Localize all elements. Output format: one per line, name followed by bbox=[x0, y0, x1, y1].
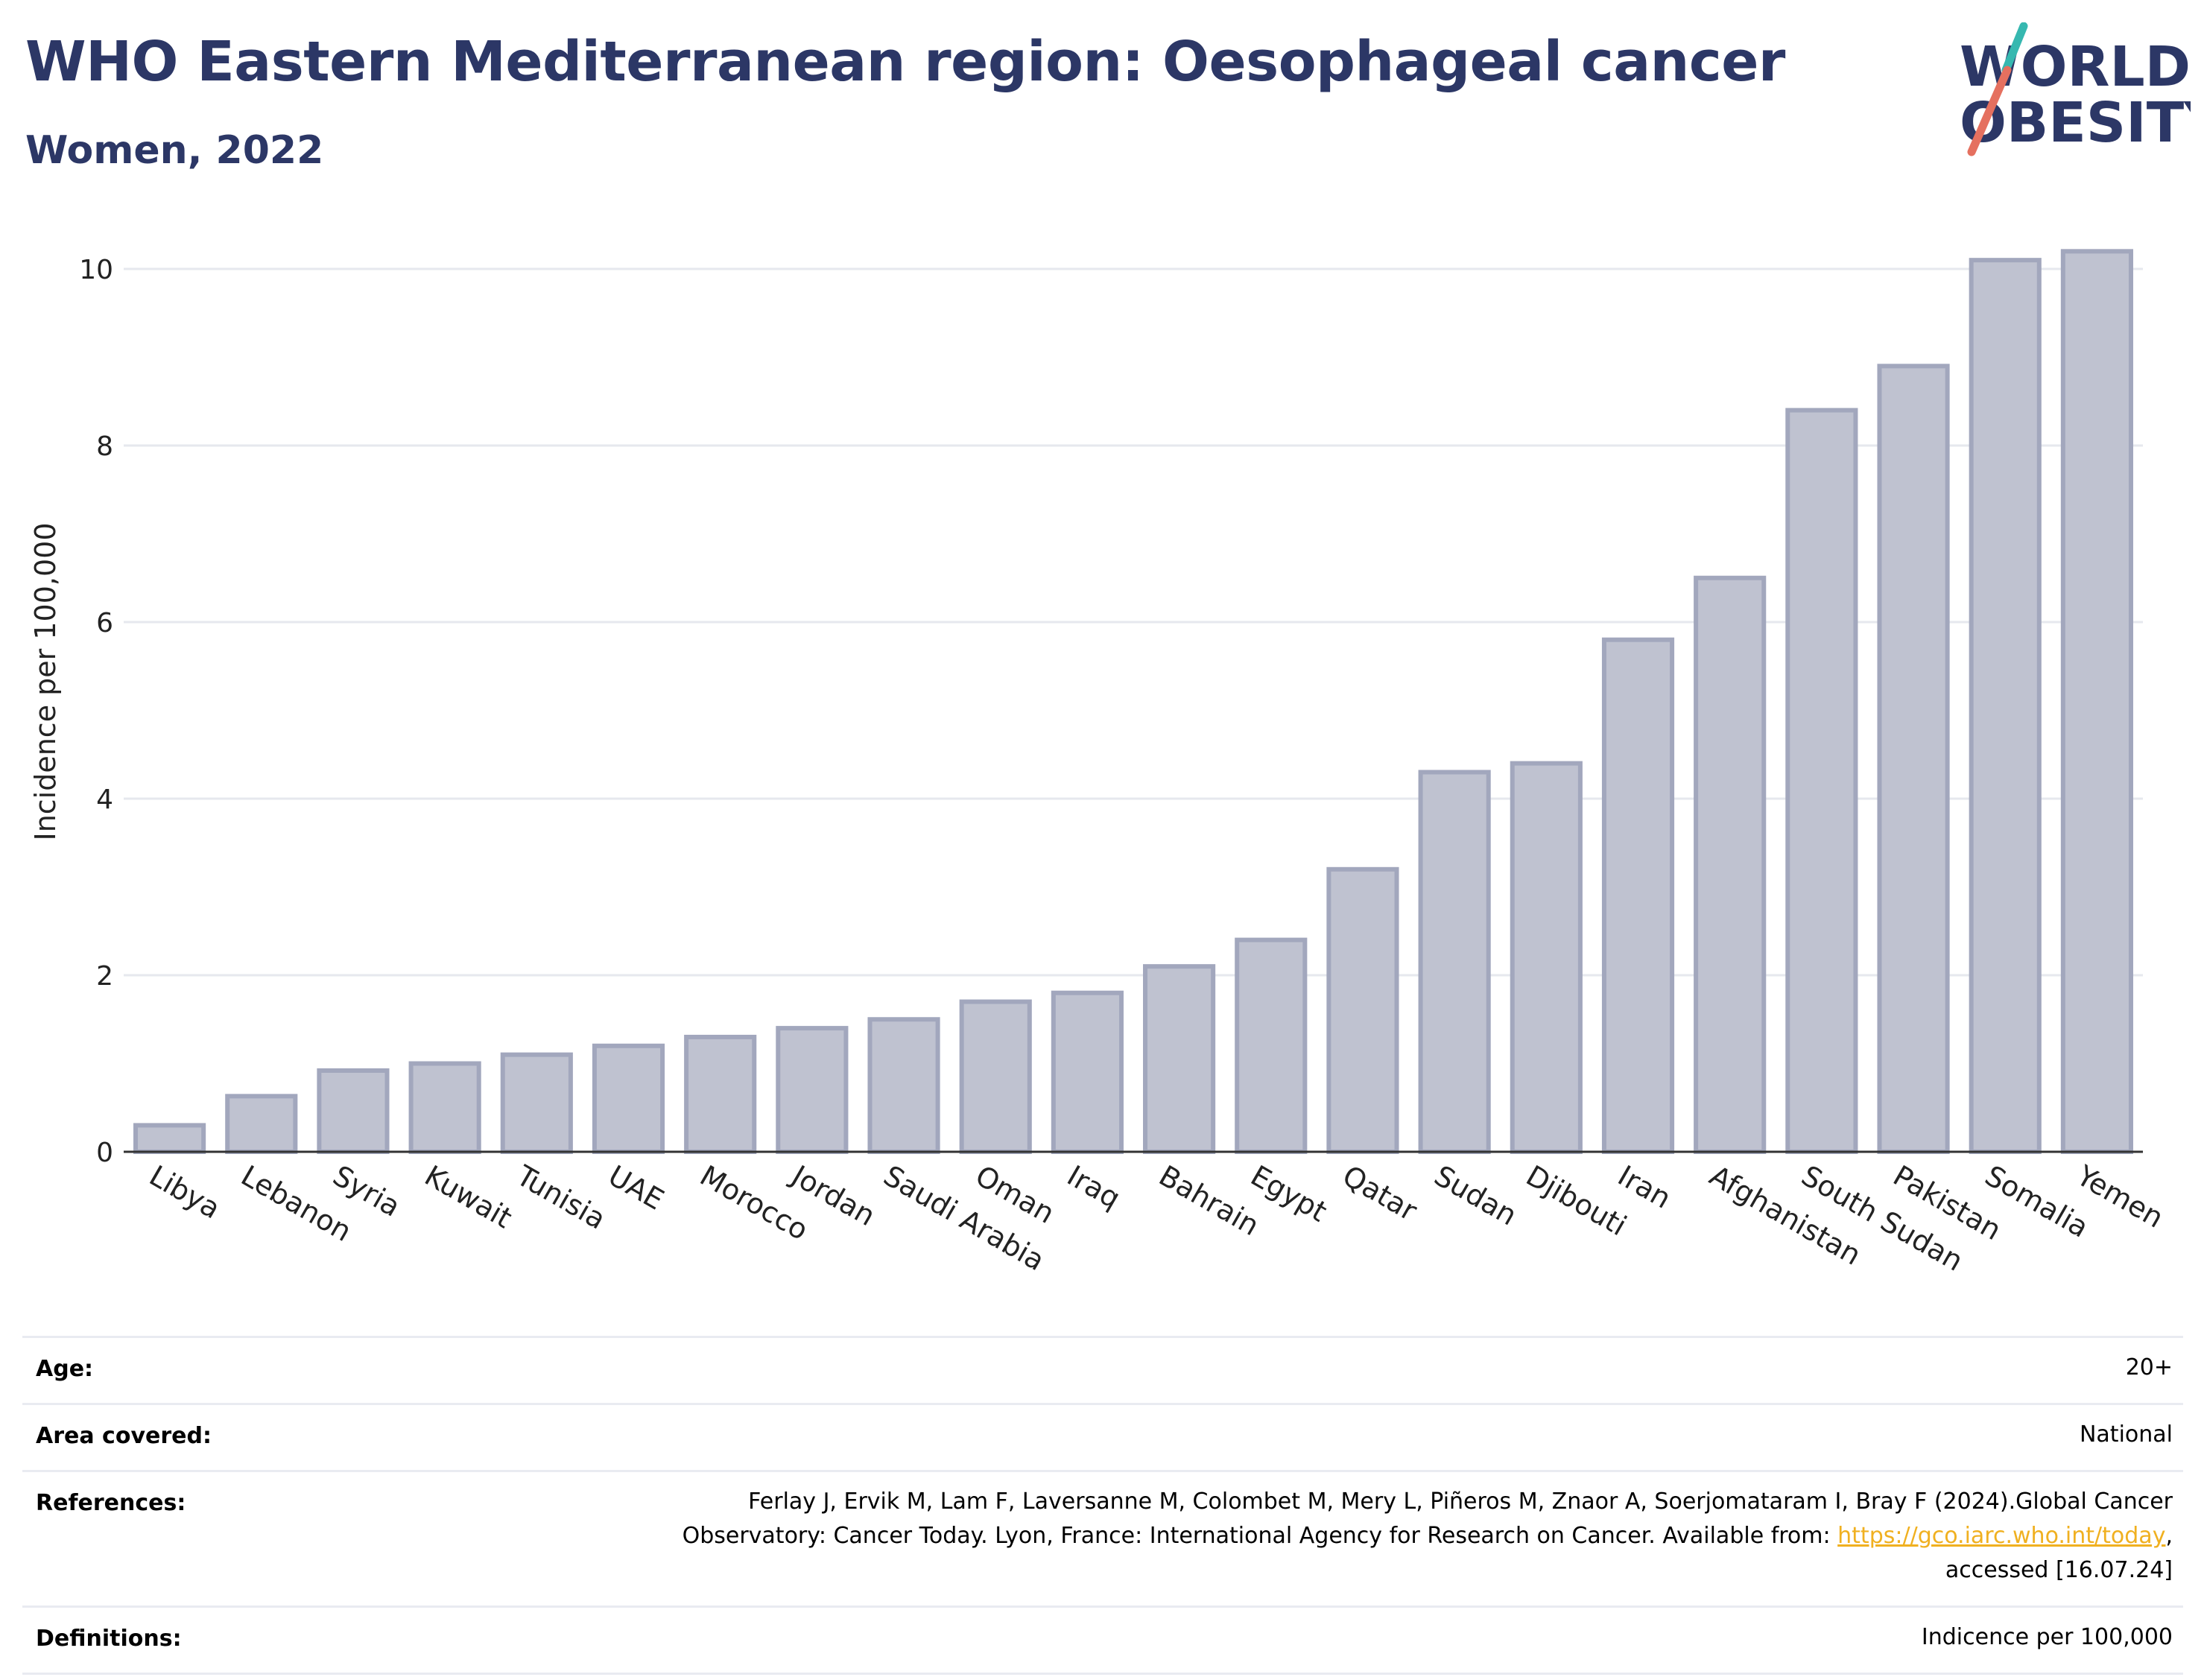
area-label: Area covered: bbox=[36, 1423, 212, 1449]
info-table: Age: 20+ Area covered: National Referenc… bbox=[22, 1336, 2183, 1675]
bar-yemen bbox=[2060, 249, 2133, 1154]
y-tick-label: 6 bbox=[96, 608, 113, 638]
y-axis-label: Incidence per 100,000 bbox=[29, 522, 62, 840]
bar-morocco bbox=[684, 1034, 757, 1154]
bar-lebanon bbox=[225, 1094, 298, 1154]
age-label: Age: bbox=[36, 1356, 94, 1382]
references-line-3: accessed [16.07.24] bbox=[1945, 1557, 2173, 1583]
bars bbox=[133, 249, 2133, 1155]
bar-saudi-arabia bbox=[867, 1017, 940, 1154]
y-tick-label: 8 bbox=[96, 431, 113, 462]
bar-kuwait bbox=[408, 1061, 481, 1154]
x-tick-label: UAE bbox=[603, 1159, 669, 1217]
references-line-2: Observatory: Cancer Today. Lyon, France:… bbox=[682, 1523, 1838, 1549]
info-row-area: Area covered: National bbox=[22, 1403, 2183, 1470]
bar-uae bbox=[592, 1043, 665, 1155]
bar-sudan bbox=[1418, 770, 1491, 1154]
references-label: References: bbox=[36, 1490, 186, 1516]
info-row-age: Age: 20+ bbox=[22, 1336, 2183, 1403]
bar-bahrain bbox=[1143, 964, 1216, 1155]
x-tick-label: Bahrain bbox=[1153, 1159, 1264, 1243]
x-tick-label: Libya bbox=[144, 1159, 226, 1226]
bar-afghanistan bbox=[1694, 575, 1767, 1154]
age-value: 20+ bbox=[2125, 1354, 2173, 1381]
bar-pakistan bbox=[1877, 364, 1950, 1155]
bar-iran bbox=[1601, 637, 1675, 1154]
bar-libya bbox=[133, 1123, 206, 1154]
y-tick-label: 2 bbox=[96, 961, 113, 992]
info-row-references: References: Ferlay J, Ervik M, Lam F, La… bbox=[22, 1470, 2183, 1605]
chart-title: WHO Eastern Mediterranean region: Oesoph… bbox=[25, 30, 1785, 94]
x-tick-label: Djibouti bbox=[1521, 1159, 1633, 1243]
definitions-value: Indicence per 100,000 bbox=[1921, 1624, 2173, 1650]
x-tick-label: Qatar bbox=[1337, 1159, 1422, 1228]
references-link[interactable]: https://gco.iarc.who.int/today bbox=[1837, 1523, 2166, 1549]
x-tick-label: Iran bbox=[1612, 1159, 1676, 1215]
x-tick-label: Kuwait bbox=[419, 1159, 518, 1235]
x-tick-label: Tunisia bbox=[510, 1158, 611, 1236]
definitions-label: Definitions: bbox=[36, 1626, 182, 1652]
bar-oman bbox=[959, 999, 1032, 1155]
bar-qatar bbox=[1326, 866, 1399, 1155]
bar-djibouti bbox=[1510, 761, 1583, 1154]
bar-somalia bbox=[1969, 258, 2042, 1154]
area-value: National bbox=[2079, 1421, 2173, 1448]
bar-jordan bbox=[776, 1026, 849, 1154]
x-tick-label: Iraq bbox=[1062, 1159, 1126, 1215]
x-tick-label: Sudan bbox=[1429, 1159, 1523, 1232]
bar-syria bbox=[317, 1068, 390, 1154]
chart-subtitle: Women, 2022 bbox=[25, 128, 324, 173]
bar-tunisia bbox=[500, 1052, 573, 1155]
bar-south-sudan bbox=[1785, 408, 1858, 1154]
y-tick-label: 4 bbox=[96, 784, 113, 815]
references-line-1: Ferlay J, Ervik M, Lam F, Laversanne M, … bbox=[748, 1489, 2173, 1515]
y-tick-labels: 0 2 4 6 8 10 bbox=[79, 255, 113, 1168]
references-line-2-end: , bbox=[2165, 1523, 2173, 1549]
y-tick-label: 10 bbox=[79, 255, 113, 285]
logo-slash-teal bbox=[2001, 22, 2028, 75]
logo-slash-coral bbox=[1967, 66, 2012, 156]
info-row-definitions: Definitions: Indicence per 100,000 bbox=[22, 1605, 2183, 1675]
world-obesity-logo: WORLD OBESITY bbox=[1960, 22, 2191, 156]
y-tick-label: 0 bbox=[96, 1138, 113, 1168]
bar-iraq bbox=[1051, 990, 1124, 1154]
bar-egypt bbox=[1235, 937, 1308, 1154]
logo-text-obesity: OBESITY bbox=[1960, 91, 2191, 155]
references-value: Ferlay J, Ervik M, Lam F, Laversanne M, … bbox=[683, 1485, 2173, 1588]
